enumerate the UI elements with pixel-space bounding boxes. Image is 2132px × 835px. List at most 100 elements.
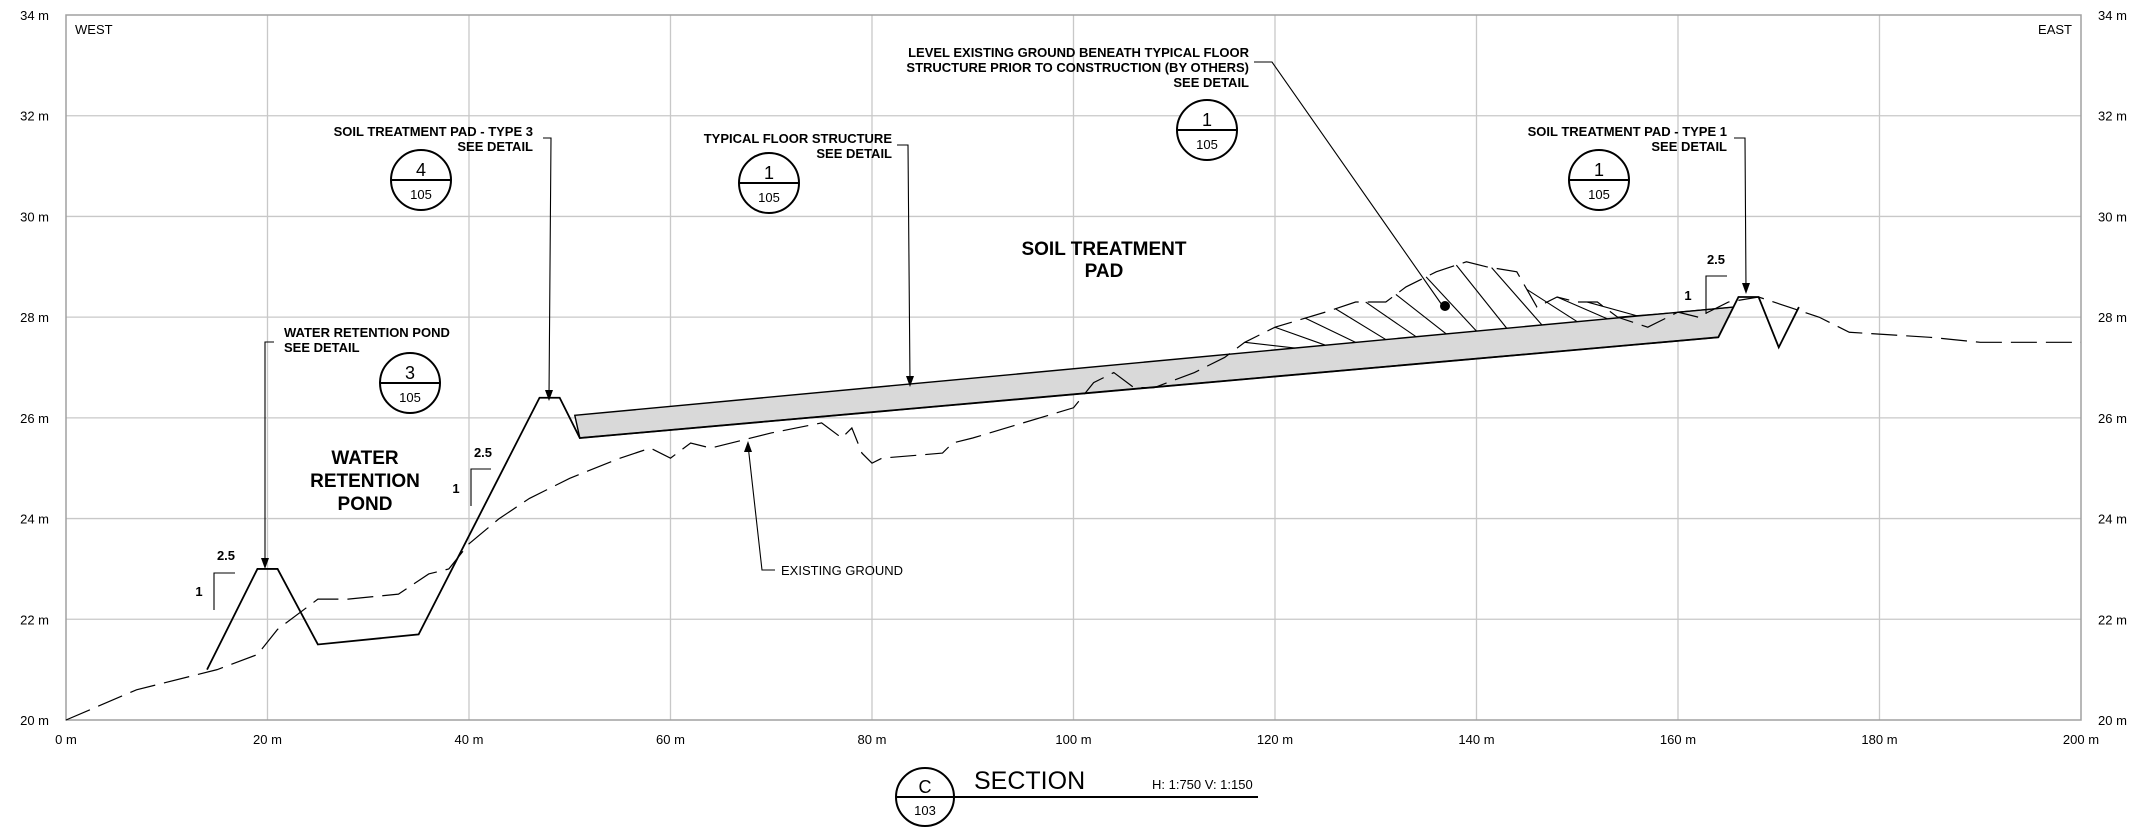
y-tick-label-right: 32 m — [2098, 109, 2127, 124]
existing-ground-label: EXISTING GROUND — [781, 563, 903, 578]
callout-pad-type3: SOIL TREATMENT PAD - TYPE 3 SEE DETAIL 4… — [334, 124, 553, 401]
callout-retention-pond: WATER RETENTION POND SEE DETAIL 3 105 — [261, 325, 450, 569]
callout-text: STRUCTURE PRIOR TO CONSTRUCTION (BY OTHE… — [906, 60, 1249, 75]
pond-label-line1: WATER — [331, 448, 398, 469]
leader-arrow — [744, 441, 752, 452]
x-tick-label: 140 m — [1458, 732, 1494, 747]
hatch-line — [1274, 326, 1326, 346]
leader-line — [264, 341, 274, 565]
callout-text: SEE DETAIL — [457, 139, 533, 154]
hatch-line — [1455, 264, 1508, 329]
corner-east: EAST — [2038, 22, 2072, 37]
y-tick-label-right: 26 m — [2098, 411, 2127, 426]
leader-dot — [1440, 301, 1450, 311]
x-tick-label: 80 m — [858, 732, 887, 747]
grid — [66, 15, 2081, 720]
detail-number: 1 — [1594, 160, 1604, 180]
x-tick-label: 20 m — [253, 732, 282, 747]
y-tick-label-left: 28 m — [20, 310, 49, 325]
slope-indicator-mid: 2.5 1 — [452, 445, 492, 506]
y-tick-label-left: 24 m — [20, 512, 49, 527]
section-title-block: C 103 SECTION H: 1:750 V: 1:150 — [895, 767, 1258, 827]
pad-label-line2: PAD — [1085, 261, 1124, 282]
hatch-line — [1395, 294, 1447, 335]
y-tick-label-right: 22 m — [2098, 612, 2127, 627]
callout-text: LEVEL EXISTING GROUND BENEATH TYPICAL FL… — [908, 45, 1250, 60]
leader-line — [1254, 61, 1443, 306]
leader-line — [1734, 137, 1747, 291]
callout-text: TYPICAL FLOOR STRUCTURE — [704, 131, 893, 146]
y-tick-label-left: 34 m — [20, 8, 49, 23]
y-tick-label-left: 32 m — [20, 109, 49, 124]
y-tick-label-left: 22 m — [20, 612, 49, 627]
x-tick-label: 120 m — [1257, 732, 1293, 747]
callout-level-ground: LEVEL EXISTING GROUND BENEATH TYPICAL FL… — [906, 45, 1450, 311]
leader-arrow — [906, 376, 914, 387]
hatch-line — [1617, 312, 1668, 318]
callout-text: SEE DETAIL — [816, 146, 892, 161]
hatch-line — [1335, 308, 1387, 341]
y-tick-label-left: 20 m — [20, 713, 49, 728]
hatch-line — [1556, 296, 1608, 320]
hatch-line — [1587, 301, 1638, 317]
callout-text: SEE DETAIL — [284, 340, 360, 355]
detail-number: 3 — [405, 363, 415, 383]
callout-text: SOIL TREATMENT PAD - TYPE 1 — [1528, 124, 1727, 139]
x-tick-label: 100 m — [1055, 732, 1091, 747]
hatch-line — [1365, 301, 1417, 338]
y-tick-label-left: 26 m — [20, 411, 49, 426]
callout-text: SEE DETAIL — [1173, 75, 1249, 90]
leader-line — [543, 137, 552, 398]
pond-label-line2: RETENTION — [310, 471, 420, 492]
slope-indicator-right: 2.5 1 — [1684, 252, 1727, 314]
detail-sheet: 105 — [399, 390, 421, 405]
detail-sheet: 105 — [410, 187, 432, 202]
leader-arrow — [261, 558, 269, 569]
hatch-line — [1491, 267, 1543, 326]
pond-label-line3: POND — [338, 494, 393, 515]
existing-ground-line — [65, 261, 2081, 721]
hatch-line — [1677, 306, 1729, 313]
callout-existing-ground: EXISTING GROUND — [744, 441, 903, 578]
slope-run: 2.5 — [474, 445, 492, 460]
hatch-line — [1526, 288, 1578, 323]
slope-rise: 1 — [1684, 288, 1691, 303]
y-tick-label-right: 24 m — [2098, 512, 2127, 527]
x-tick-label: 160 m — [1660, 732, 1696, 747]
callout-floor-structure: TYPICAL FLOOR STRUCTURE SEE DETAIL 1 105 — [704, 131, 914, 387]
hatch-line — [1425, 276, 1477, 332]
leader-arrow — [545, 390, 553, 401]
callout-text: WATER RETENTION POND — [284, 325, 450, 340]
detail-sheet: 105 — [758, 190, 780, 205]
pad-label-line1: SOIL TREATMENT — [1021, 239, 1186, 260]
section-sheet: 103 — [914, 803, 936, 818]
x-tick-label: 60 m — [656, 732, 685, 747]
hatch — [1244, 264, 1729, 349]
y-tick-label-left: 30 m — [20, 209, 49, 224]
slope-triangle — [1705, 275, 1727, 314]
x-tick-label: 180 m — [1861, 732, 1897, 747]
x-tick-label: 40 m — [455, 732, 484, 747]
leader-arrow — [1742, 283, 1750, 294]
callout-text: SOIL TREATMENT PAD - TYPE 3 — [334, 124, 533, 139]
detail-sheet: 105 — [1588, 187, 1610, 202]
slope-run: 2.5 — [1707, 252, 1725, 267]
plot-frame — [65, 14, 2082, 721]
detail-number: 4 — [416, 160, 426, 180]
y-tick-label-right: 30 m — [2098, 209, 2127, 224]
leader-line — [897, 144, 911, 384]
slope-rise: 1 — [195, 584, 202, 599]
section-title: SECTION — [974, 767, 1085, 795]
callout-pad-type1: SOIL TREATMENT PAD - TYPE 1 SEE DETAIL 1… — [1528, 124, 1750, 294]
y-tick-label-right: 34 m — [2098, 8, 2127, 23]
corner-west: WEST — [75, 22, 113, 37]
detail-sheet: 105 — [1196, 137, 1218, 152]
x-tick-label: 0 m — [55, 732, 77, 747]
section-scale: H: 1:750 V: 1:150 — [1152, 777, 1253, 792]
slope-indicator-left: 2.5 1 — [195, 548, 235, 610]
callout-text: SEE DETAIL — [1651, 139, 1727, 154]
x-tick-label: 200 m — [2063, 732, 2099, 747]
